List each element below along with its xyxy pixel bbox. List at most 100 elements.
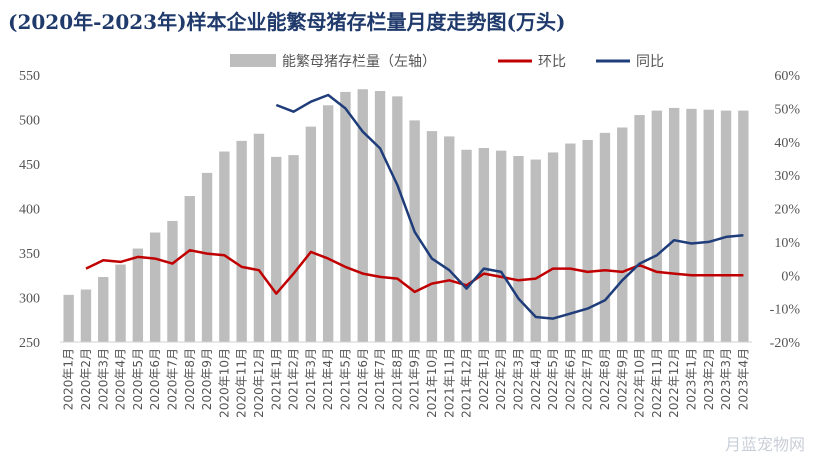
- x-axis-tick-label: 2021年4月: [321, 348, 335, 410]
- bar: [322, 105, 334, 342]
- bar: [253, 133, 265, 342]
- x-axis-tick-label: 2020年7月: [165, 348, 179, 410]
- bar: [565, 143, 576, 342]
- right-axis-tick-label: 0%: [781, 269, 800, 284]
- x-axis-tick-label: 2022年7月: [581, 348, 595, 410]
- right-axis-tick-label: 20%: [774, 203, 800, 218]
- x-axis-tick-label: 2022年11月: [650, 348, 664, 418]
- x-axis-tick-label: 2020年12月: [252, 348, 266, 418]
- x-axis-tick-label: 2021年10月: [425, 348, 439, 418]
- bar: [305, 126, 317, 343]
- bar: [686, 108, 697, 342]
- x-axis-tick-label: 2022年12月: [667, 348, 681, 418]
- bar: [184, 196, 195, 342]
- x-axis-tick-label: 2021年11月: [442, 348, 456, 418]
- x-axis-tick-label: 2020年4月: [114, 348, 128, 410]
- left-axis-tick-label: 400: [19, 203, 40, 218]
- bar: [98, 277, 109, 342]
- bar: [340, 91, 351, 342]
- bar: [582, 139, 593, 342]
- right-axis-tick-label: 10%: [774, 236, 800, 251]
- watermark-text: 月蓝宠物网: [724, 435, 805, 454]
- x-axis-tick-label: 2020年9月: [200, 348, 214, 410]
- bar: [374, 91, 386, 343]
- bar: [115, 264, 126, 342]
- legend-label-mom: 环比: [538, 54, 566, 70]
- left-axis-tick-label: 300: [19, 292, 40, 307]
- x-axis-tick-label: 2022年10月: [633, 348, 647, 418]
- bar: [236, 140, 247, 342]
- x-axis-tick-label: 2020年5月: [131, 348, 145, 410]
- bar: [738, 110, 749, 342]
- x-axis-tick-label: 2021年3月: [304, 348, 318, 410]
- bar: [703, 109, 714, 343]
- right-axis-tick-label: -20%: [770, 336, 801, 351]
- x-axis-tick-label: 2022年6月: [563, 348, 577, 410]
- bar: [617, 127, 628, 342]
- bar: [495, 150, 507, 342]
- right-axis-tick-label: 60%: [774, 69, 800, 84]
- bar: [651, 110, 663, 342]
- x-axis-tick-label: 2022年2月: [494, 348, 508, 410]
- x-axis-tick-label: 2020年8月: [183, 348, 197, 410]
- bar: [132, 248, 144, 342]
- bar: [80, 289, 92, 342]
- left-axis-tick-label: 350: [19, 247, 40, 262]
- x-axis-tick-label: 2020年6月: [148, 348, 162, 410]
- legend-label-yoy: 同比: [636, 54, 664, 70]
- bar: [219, 151, 230, 342]
- x-axis-tick-label: 2021年5月: [338, 348, 352, 410]
- right-axis-tick-label: -10%: [770, 303, 801, 318]
- x-axis-tick-label: 2022年5月: [546, 348, 560, 410]
- x-axis-tick-label: 2022年4月: [529, 348, 543, 410]
- x-axis-tick-label: 2021年9月: [408, 348, 422, 410]
- x-axis-tick-label: 2023年4月: [736, 348, 750, 410]
- bar: [357, 89, 368, 343]
- x-axis-tick-label: 2022年9月: [615, 348, 629, 410]
- bar: [461, 149, 472, 342]
- left-axis-tick-label: 250: [19, 336, 40, 351]
- x-axis-tick-label: 2021年7月: [373, 348, 387, 410]
- bar: [167, 220, 178, 342]
- x-axis-tick-label: 2021年12月: [460, 348, 474, 418]
- left-axis-tick-label: 550: [19, 69, 40, 84]
- chart-title: (2020年-2023年)样本企业能繁母猪存栏量月度走势图(万头): [8, 10, 566, 34]
- bar: [547, 152, 559, 342]
- bar: [668, 107, 680, 343]
- bar: [513, 155, 524, 342]
- bar: [634, 115, 645, 342]
- x-axis-tick-label: 2022年3月: [511, 348, 525, 410]
- bar: [288, 155, 299, 342]
- x-axis-tick-label: 2021年8月: [390, 348, 404, 410]
- bar: [426, 131, 438, 342]
- x-axis-tick-label: 2022年8月: [598, 348, 612, 410]
- x-axis-tick-label: 2023年2月: [702, 348, 716, 410]
- x-axis-tick-label: 2020年10月: [217, 348, 231, 418]
- x-axis-tick-label: 2020年11月: [235, 348, 249, 418]
- x-axis-tick-label: 2021年2月: [287, 348, 301, 410]
- left-axis-tick-label: 500: [19, 114, 40, 129]
- x-axis-tick-label: 2020年2月: [79, 348, 93, 410]
- x-axis-tick-label: 2021年6月: [356, 348, 370, 410]
- x-axis-tick-label: 2023年1月: [684, 348, 698, 410]
- legend-swatch-bar: [230, 54, 276, 67]
- x-axis-tick-label: 2023年3月: [719, 348, 733, 410]
- x-axis-tick-label: 2022年1月: [477, 348, 491, 410]
- bar: [63, 294, 74, 342]
- right-axis-tick-label: 40%: [774, 136, 800, 151]
- bar: [149, 232, 161, 342]
- left-axis-tick-label: 450: [19, 158, 40, 173]
- legend-label-bar: 能繁母猪存栏量（左轴）: [282, 54, 436, 70]
- bar: [201, 172, 213, 342]
- bar: [599, 132, 611, 342]
- line-series-yoy: [275, 93, 744, 320]
- x-axis-tick-label: 2020年3月: [96, 348, 110, 410]
- right-axis-tick-label: 30%: [774, 169, 800, 184]
- bar: [478, 147, 490, 342]
- x-axis-tick-label: 2020年1月: [62, 348, 76, 410]
- bar: [271, 156, 282, 342]
- right-axis-tick-label: 50%: [774, 102, 800, 117]
- x-axis-tick-label: 2021年1月: [269, 348, 283, 410]
- bar: [392, 96, 403, 342]
